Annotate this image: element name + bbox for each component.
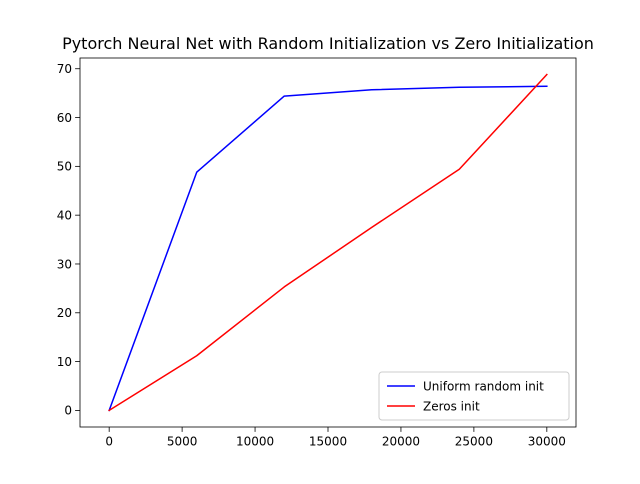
chart-title: Pytorch Neural Net with Random Initializ… — [62, 34, 594, 53]
x-tick-label: 30000 — [528, 435, 566, 449]
x-tick-label: 15000 — [309, 435, 347, 449]
x-tick-label: 5000 — [167, 435, 198, 449]
y-tick-label: 70 — [57, 62, 72, 76]
axes: 0 5000 10000 15000 20000 25000 30000 0 10 20 30 40 5… — [57, 57, 577, 449]
legend-label: Uniform random init — [423, 379, 544, 393]
x-tick-label: 20000 — [382, 435, 420, 449]
series-line-uniform-random-init — [108, 85, 548, 412]
x-tick-label: 10000 — [236, 435, 274, 449]
y-tick-label: 50 — [57, 160, 72, 174]
y-tick-label: 30 — [57, 257, 72, 271]
legend: Uniform random init Zeros init — [378, 371, 570, 421]
y-tick-label: 20 — [57, 306, 72, 320]
legend-label: Zeros init — [423, 399, 480, 413]
plot-area — [108, 73, 548, 412]
x-tick-label: 25000 — [455, 435, 493, 449]
y-tick-label: 40 — [57, 208, 72, 222]
y-tick-label: 60 — [57, 111, 72, 125]
y-tick-label: 0 — [64, 404, 72, 418]
series-line-zeros-init — [108, 73, 548, 412]
legend-box — [378, 371, 570, 421]
x-tick-label: 0 — [105, 435, 113, 449]
y-tick-label: 10 — [57, 355, 72, 369]
